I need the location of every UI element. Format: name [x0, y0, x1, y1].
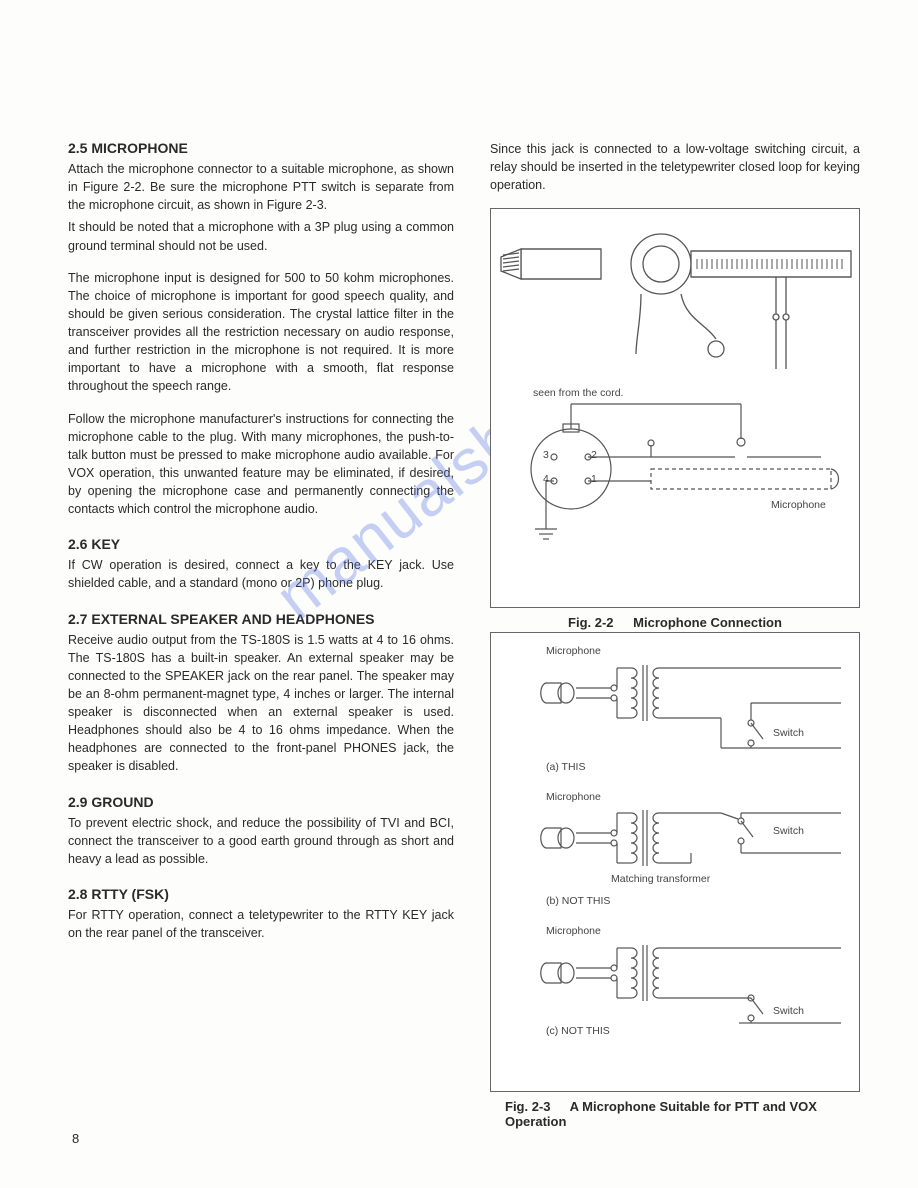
fig22-pin2: 2 — [591, 449, 597, 461]
figure-2-2: seen from the cord. 3 2 4 1 Microphone F… — [490, 208, 860, 608]
fig22-pin4: 4 — [543, 473, 549, 485]
heading-2-7: 2.7 EXTERNAL SPEAKER AND HEADPHONES — [68, 611, 454, 627]
para-2-5-1: Attach the microphone connector to a sui… — [68, 160, 454, 214]
fig22-num: Fig. 2-2 — [568, 615, 614, 630]
fig23-mic-c: Microphone — [546, 925, 601, 937]
right-column: Since this jack is connected to a low-vo… — [490, 140, 860, 1092]
para-2-5-4: Follow the microphone manufacturer's ins… — [68, 410, 454, 519]
fig23-mic-b: Microphone — [546, 791, 601, 803]
page-content: 2.5 MICROPHONE Attach the microphone con… — [68, 140, 850, 1092]
left-column: 2.5 MICROPHONE Attach the microphone con… — [68, 140, 454, 1092]
fig23-switch-c: Switch — [773, 1005, 804, 1017]
fig23-switch-a: Switch — [773, 727, 804, 739]
fig23-mic-a: Microphone — [546, 645, 601, 657]
fig22-pin3: 3 — [543, 449, 549, 461]
fig23-switch-b: Switch — [773, 825, 804, 837]
fig23-title: A Microphone Suitable for PTT and VOX Op… — [505, 1099, 817, 1129]
fig23-b: (b) NOT THIS — [546, 895, 610, 907]
fig22-pin1: 1 — [591, 473, 597, 485]
figure-2-3: Microphone Switch (a) THIS Microphone Sw… — [490, 632, 860, 1092]
heading-2-9: 2.9 GROUND — [68, 794, 454, 810]
para-2-5-2: It should be noted that a microphone wit… — [68, 218, 454, 254]
fig23-num: Fig. 2-3 — [505, 1099, 551, 1114]
heading-2-6: 2.6 KEY — [68, 536, 454, 552]
para-2-8-1: For RTTY operation, connect a teletypewr… — [68, 906, 454, 942]
fig23-mxfmr: Matching transformer — [611, 873, 710, 885]
para-2-5-3: The microphone input is designed for 500… — [68, 269, 454, 396]
heading-2-8: 2.8 RTTY (FSK) — [68, 886, 454, 902]
fig23-caption: Fig. 2-3 A Microphone Suitable for PTT a… — [491, 1091, 859, 1137]
para-2-9-1: To prevent electric shock, and reduce th… — [68, 814, 454, 868]
fig23-c: (c) NOT THIS — [546, 1025, 610, 1037]
fig22-title: Microphone Connection — [633, 615, 782, 630]
fig23-a: (a) THIS — [546, 761, 585, 773]
heading-2-5: 2.5 MICROPHONE — [68, 140, 454, 156]
fig22-seen-label: seen from the cord. — [533, 387, 623, 399]
para-2-6-1: If CW operation is desired, connect a ke… — [68, 556, 454, 592]
right-intro: Since this jack is connected to a low-vo… — [490, 140, 860, 194]
para-2-7-1: Receive audio output from the TS-180S is… — [68, 631, 454, 776]
fig22-mic-label: Microphone — [771, 499, 826, 511]
page-number: 8 — [72, 1131, 79, 1146]
